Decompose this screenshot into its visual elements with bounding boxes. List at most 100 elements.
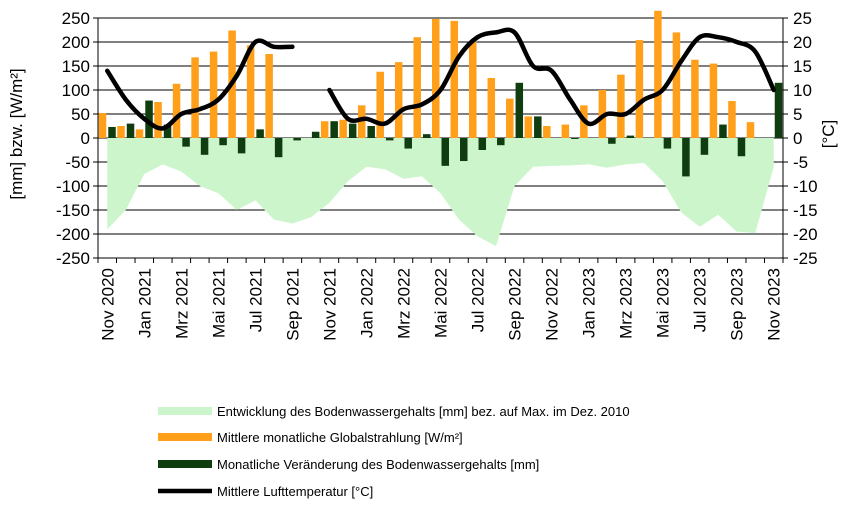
- radiation-bar: [506, 98, 514, 138]
- x-tick-label: Nov 2023: [765, 268, 784, 341]
- soil-water-change-bar: [441, 138, 449, 166]
- legend: Entwicklung des Bodenwassergehalts [mm] …: [158, 404, 630, 499]
- radiation-bar: [135, 129, 144, 138]
- radiation-bar: [672, 32, 681, 138]
- y-left-tick-label: 200: [62, 33, 90, 52]
- soil-water-change-bar: [534, 116, 542, 138]
- soil-water-change-bar: [422, 134, 431, 138]
- soil-water-change-bar: [719, 124, 727, 138]
- temperature-line-segment: [327, 27, 776, 127]
- y-left-tick-label: 50: [71, 105, 90, 124]
- x-tick-label: Jul 2022: [469, 268, 488, 332]
- radiation-bar: [617, 74, 625, 138]
- y-right-tick-label: 5: [793, 105, 802, 124]
- soil-water-change-bar: [515, 82, 524, 138]
- soil-water-change-bar: [700, 138, 709, 155]
- radiation-bar: [450, 20, 459, 139]
- soil-water-change-bar: [497, 138, 505, 146]
- radiation-bar: [728, 101, 736, 138]
- radiation-bar: [543, 126, 551, 138]
- y-left-tick-label: -250: [56, 249, 90, 268]
- temperature-line-segment: [105, 38, 295, 131]
- soil-water-change-bar: [348, 123, 357, 138]
- temperature-line-layer: [105, 27, 776, 131]
- x-tick-label: Nov 2021: [320, 268, 339, 341]
- radiation-bar: [172, 83, 181, 138]
- y-axis-right-title: [°C]: [819, 120, 838, 149]
- y-right-tick-label: -20: [793, 225, 818, 244]
- soil-water-change-bar: [330, 121, 338, 138]
- y-right-tick-label: 25: [793, 9, 812, 28]
- x-tick-label: Mai 2022: [432, 268, 451, 338]
- soil-water-change-bar: [663, 138, 672, 149]
- y-left-tick-label: 250: [62, 9, 90, 28]
- radiation-bar: [654, 10, 662, 138]
- soil-water-change-bar: [478, 138, 487, 150]
- radiation-bar: [339, 119, 347, 138]
- soil-water-change-bar: [163, 124, 172, 138]
- soil-water-change-bar: [311, 131, 320, 138]
- y-right-tick-label: -10: [793, 177, 818, 196]
- soil-water-change-bar: [182, 138, 190, 147]
- soil-water-change-bar: [237, 138, 246, 154]
- radiation-bar: [746, 122, 755, 138]
- legend-soil-water-change-label: Monatliche Veränderung des Bodenwasserge…: [217, 457, 539, 472]
- soil-water-change-bar: [460, 138, 468, 162]
- y-right-tick-label: -5: [793, 153, 808, 172]
- soil-water-change-bar: [367, 126, 375, 138]
- radiation-bar: [357, 105, 366, 138]
- soil-water-change-bar: [256, 129, 264, 138]
- radiation-bar: [376, 71, 384, 138]
- x-tick-label: Nov 2020: [98, 268, 117, 341]
- radiation-bar: [98, 113, 107, 138]
- y-left-tick-label: -100: [56, 177, 90, 196]
- x-tick-label: Mai 2021: [209, 268, 228, 338]
- x-tick-label: Sep 2021: [283, 268, 302, 341]
- legend-soil-water-label: Entwicklung des Bodenwassergehalts [mm] …: [217, 404, 630, 419]
- radiation-bar: [394, 62, 403, 138]
- x-tick-label: Mai 2023: [654, 268, 673, 338]
- soil-water-change-bar: [404, 138, 412, 149]
- radiation-bar: [413, 37, 421, 139]
- legend-soil-water-swatch: [158, 407, 212, 415]
- x-tick-label: Jul 2023: [691, 268, 710, 332]
- soil-water-change-bar: [682, 138, 690, 177]
- radiation-bar: [635, 40, 644, 138]
- y-right-tick-label: 0: [793, 129, 802, 148]
- radiation-bar: [191, 57, 199, 138]
- bar-layer: [98, 10, 783, 177]
- soil-water-change-bar: [200, 138, 209, 155]
- radiation-bar: [265, 54, 273, 138]
- legend-temperature-label: Mittlere Lufttemperatur [°C]: [217, 484, 373, 499]
- radiation-bar: [117, 126, 125, 138]
- radiation-bar: [209, 51, 218, 138]
- legend-radiation-label: Mittlere monatliche Globalstrahlung [W/m…: [217, 430, 463, 445]
- soil-water-change-bar: [571, 138, 579, 139]
- soil-water-change-bar: [385, 138, 394, 141]
- x-tick-label: Sep 2022: [506, 268, 525, 341]
- y-left-tick-label: 0: [81, 129, 90, 148]
- x-tick-label: Mrz 2022: [394, 268, 413, 339]
- radiation-bar: [487, 78, 496, 138]
- soil-water-change-bar: [145, 100, 153, 138]
- x-tick-label: Jul 2021: [246, 268, 265, 332]
- x-tick-label: Jan 2023: [580, 268, 599, 338]
- x-tick-label: Mrz 2023: [617, 268, 636, 339]
- radiation-bar: [432, 18, 440, 138]
- x-tick-label: Jan 2021: [135, 268, 154, 338]
- y-right-tick-label: -25: [793, 249, 818, 268]
- legend-soil-water-change-swatch: [158, 460, 212, 468]
- soil-water-change-bar: [626, 135, 635, 138]
- soil-water-change-bar: [737, 138, 746, 157]
- radiation-bar: [561, 124, 570, 138]
- soil-water-change-bar: [126, 123, 135, 138]
- radiation-bar: [246, 45, 255, 138]
- radiation-bar: [709, 63, 718, 138]
- soil-water-change-bar: [293, 138, 301, 141]
- soil-water-change-bar: [774, 82, 783, 138]
- x-tick-label: Nov 2022: [543, 268, 562, 341]
- y-left-tick-label: -200: [56, 225, 90, 244]
- radiation-bar: [469, 41, 477, 138]
